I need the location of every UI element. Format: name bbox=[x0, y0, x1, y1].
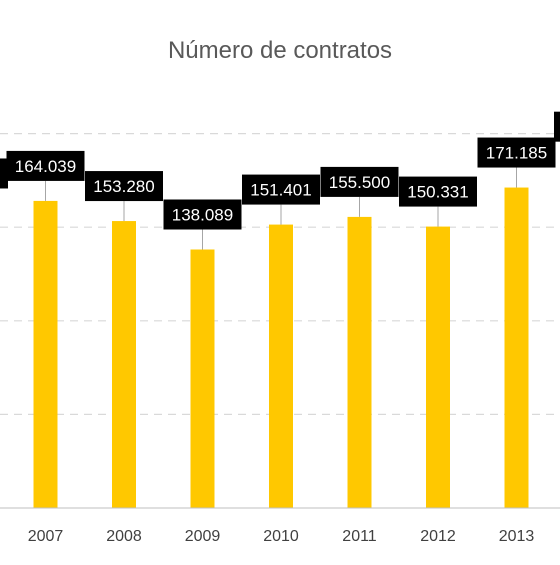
bar-2013 bbox=[504, 187, 529, 508]
data-labels: 164.039 153.280 138.089 151.401 155.500 150.3… bbox=[0, 111, 560, 250]
data-label-2012: 150.331 bbox=[407, 183, 468, 202]
data-label-2013: 171.185 bbox=[486, 144, 547, 163]
x-tick-label-2012: 2012 bbox=[420, 528, 456, 545]
bar-2009 bbox=[190, 249, 215, 509]
data-label-box bbox=[85, 171, 163, 202]
x-tick-label-2009: 2009 bbox=[185, 528, 221, 545]
bar-2011 bbox=[347, 216, 372, 509]
data-label-2007: 164.039 bbox=[15, 157, 76, 176]
x-tick-label-2013: 2013 bbox=[499, 528, 535, 545]
data-label-2011: 155.500 bbox=[329, 173, 390, 192]
bar-2010 bbox=[269, 224, 293, 508]
bar-2007 bbox=[33, 200, 58, 508]
data-label-box bbox=[242, 174, 320, 205]
x-tick-label-2010: 2010 bbox=[263, 528, 299, 545]
data-label-2010: 151.401 bbox=[250, 181, 311, 200]
x-tick-label-2011: 2011 bbox=[342, 528, 377, 545]
data-label-box bbox=[163, 199, 242, 230]
data-label-box-clipped-left bbox=[0, 158, 8, 189]
data-label-box-clipped-right bbox=[554, 111, 560, 142]
data-label-box bbox=[320, 166, 399, 197]
bars bbox=[33, 187, 529, 509]
data-label-2008: 153.280 bbox=[93, 177, 154, 196]
data-label-box bbox=[6, 150, 85, 181]
bar-2012 bbox=[426, 226, 450, 508]
data-label-box bbox=[477, 137, 556, 168]
x-tick-label-2008: 2008 bbox=[106, 528, 142, 545]
chart-title: Número de contratos bbox=[168, 37, 392, 64]
x-axis: 2007 2008 2009 2010 2011 2012 2013 bbox=[0, 507, 560, 545]
x-tick-label-2007: 2007 bbox=[28, 528, 64, 545]
data-label-box bbox=[399, 176, 477, 207]
bar-2008 bbox=[112, 221, 136, 508]
data-label-2009: 138.089 bbox=[172, 205, 233, 224]
